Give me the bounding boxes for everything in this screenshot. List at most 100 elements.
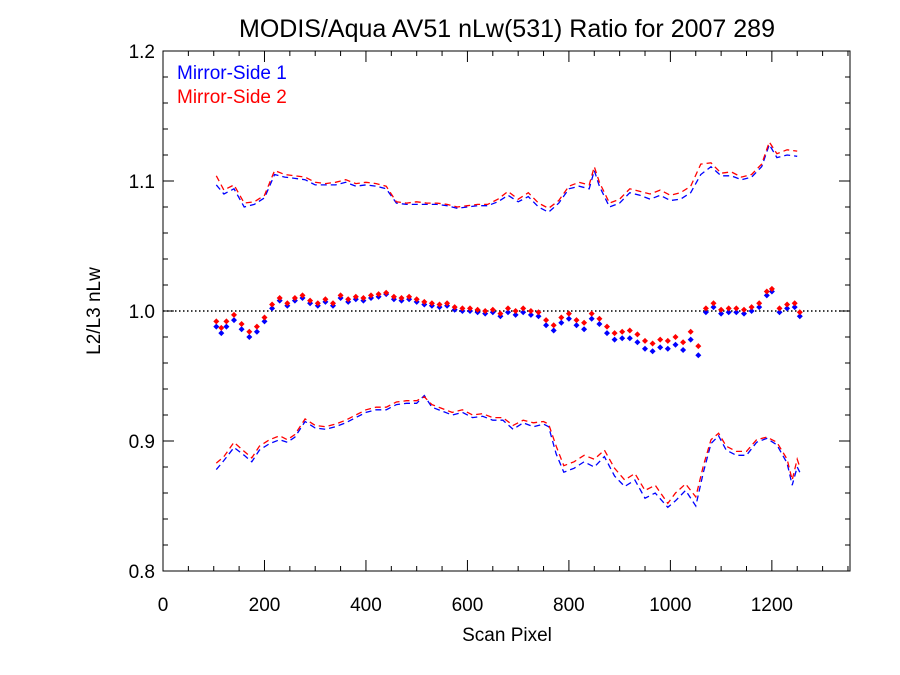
- series-2-point: [246, 328, 253, 335]
- series-2-point: [672, 334, 679, 340]
- series-2-point: [784, 301, 791, 308]
- series-1-point: [218, 330, 225, 337]
- series-2-lower-line: [215, 396, 801, 505]
- series-1-point: [718, 310, 725, 317]
- series-1-point: [573, 322, 580, 329]
- series-2-point: [330, 300, 336, 307]
- series-2-point: [398, 295, 405, 301]
- series-2-point: [596, 315, 603, 322]
- series-1-point: [527, 311, 534, 318]
- series-2-point: [748, 304, 755, 311]
- series-2-point: [543, 317, 550, 324]
- series-1-point: [558, 319, 565, 326]
- series-1-point: [512, 311, 519, 318]
- x-tick-label: 1000: [649, 595, 691, 616]
- y-axis-label: L2/L3 nLw: [84, 267, 105, 355]
- series-2-point: [776, 305, 783, 312]
- series-1-point: [784, 305, 791, 312]
- series-1-point: [520, 309, 527, 316]
- series-2-point: [695, 343, 702, 350]
- series-1-point: [213, 323, 220, 330]
- series-2-point: [406, 293, 413, 300]
- legend-label-ms1: Mirror-Side 1: [177, 63, 287, 84]
- series-2-point: [284, 300, 291, 307]
- series-2-point: [482, 308, 489, 314]
- series-2-point: [299, 292, 306, 299]
- series-2-point: [763, 288, 770, 295]
- series-1-point: [565, 315, 572, 322]
- series-2-point: [474, 306, 481, 313]
- axes: 0 200 400 600 800 1000 1200 0.8 0.9 1.0 1.1 1.2: [129, 42, 850, 616]
- series-1-point: [702, 309, 709, 316]
- series-2-point: [581, 319, 588, 326]
- series-1-point: [535, 313, 542, 320]
- series-2-point: [619, 328, 626, 335]
- series-1-point: [253, 328, 260, 335]
- x-tick-label: 200: [249, 595, 281, 616]
- series-1-point: [261, 318, 268, 325]
- series-1-point: [649, 348, 656, 355]
- series-2-point: [756, 300, 763, 307]
- x-tick-label: 600: [452, 595, 484, 616]
- series-2-point: [314, 300, 321, 307]
- series-2-point: [634, 331, 641, 338]
- series-1-point: [619, 335, 626, 342]
- series-1-point: [664, 345, 671, 352]
- series-1-upper-line: [215, 143, 798, 213]
- series-2-point: [390, 293, 397, 300]
- series-1-point: [588, 315, 595, 322]
- series-1-point: [680, 347, 687, 353]
- series-2-point: [497, 310, 504, 317]
- series-2-point: [276, 295, 283, 301]
- series-1-point: [231, 317, 237, 324]
- series-2-point: [269, 301, 276, 308]
- series-2-point: [218, 324, 225, 331]
- x-axis-label: Scan Pixel: [462, 625, 552, 646]
- series-2-point: [322, 296, 329, 303]
- series-2-point: [527, 308, 534, 314]
- series-2-point: [489, 306, 496, 313]
- series-1-point: [505, 309, 511, 316]
- series-1-point: [596, 321, 603, 327]
- series-2-point: [383, 289, 390, 296]
- series-2-point: [451, 304, 458, 311]
- series-1-point: [741, 310, 747, 317]
- series-1: [213, 143, 803, 509]
- series-2-point: [604, 323, 610, 330]
- series-2-point: [687, 328, 694, 335]
- series-1-point: [604, 330, 610, 337]
- series-2-point: [702, 305, 709, 312]
- series-1-point: [710, 304, 717, 311]
- series-1-point: [223, 323, 230, 330]
- series-1-point: [796, 313, 803, 320]
- series-2-point: [573, 317, 580, 324]
- y-tick-label: 1.0: [129, 302, 155, 323]
- series-2-point: [413, 296, 420, 303]
- series-2-point: [253, 323, 260, 330]
- series-2-point: [505, 305, 511, 312]
- y-tick-label: 1.1: [129, 172, 155, 193]
- series-2-point: [436, 301, 443, 308]
- series-1-point: [748, 308, 755, 314]
- series-1-point: [657, 344, 664, 351]
- series-2-point: [611, 330, 618, 337]
- series-1-point: [733, 309, 740, 316]
- series-2-point: [725, 305, 732, 312]
- series-2-point: [680, 339, 687, 346]
- series-2-point: [238, 321, 245, 327]
- series-2-point: [444, 300, 451, 307]
- series-2-point: [459, 305, 466, 312]
- series-2-point: [664, 337, 671, 344]
- series-2-point: [649, 340, 656, 347]
- series-1-point: [634, 339, 641, 346]
- series-2-point: [368, 292, 374, 299]
- series-2-point: [558, 314, 565, 321]
- series-1-point: [672, 341, 679, 348]
- series-1-point: [642, 345, 648, 352]
- plot-area: [163, 140, 850, 509]
- series-2-point: [550, 322, 557, 329]
- series-2-point: [352, 293, 359, 300]
- y-tick-label: 0.9: [129, 432, 155, 453]
- series-2-point: [231, 311, 237, 318]
- series-2-point: [421, 298, 428, 305]
